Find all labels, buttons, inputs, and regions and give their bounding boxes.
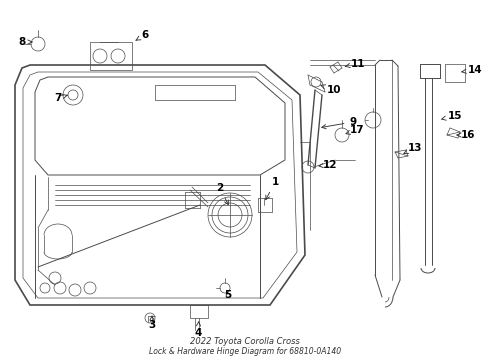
Text: Lock & Hardware Hinge Diagram for 68810-0A140: Lock & Hardware Hinge Diagram for 68810-… xyxy=(149,347,341,356)
Text: 3: 3 xyxy=(148,316,156,330)
Text: 5: 5 xyxy=(224,290,232,300)
Text: 1: 1 xyxy=(266,177,279,200)
Text: 9: 9 xyxy=(322,117,357,129)
Text: 16: 16 xyxy=(457,130,475,140)
Text: 11: 11 xyxy=(345,59,365,69)
Text: 6: 6 xyxy=(136,30,148,40)
Text: 7: 7 xyxy=(54,93,67,103)
Text: 8: 8 xyxy=(19,37,32,47)
Text: 13: 13 xyxy=(404,143,422,154)
Text: 2: 2 xyxy=(217,183,228,204)
Text: 2022 Toyota Corolla Cross: 2022 Toyota Corolla Cross xyxy=(190,338,300,346)
Text: 10: 10 xyxy=(321,85,341,95)
Text: 15: 15 xyxy=(441,111,462,121)
Text: 14: 14 xyxy=(462,65,482,75)
Text: 4: 4 xyxy=(195,322,202,338)
Text: 17: 17 xyxy=(346,125,364,135)
Text: 12: 12 xyxy=(319,160,337,170)
